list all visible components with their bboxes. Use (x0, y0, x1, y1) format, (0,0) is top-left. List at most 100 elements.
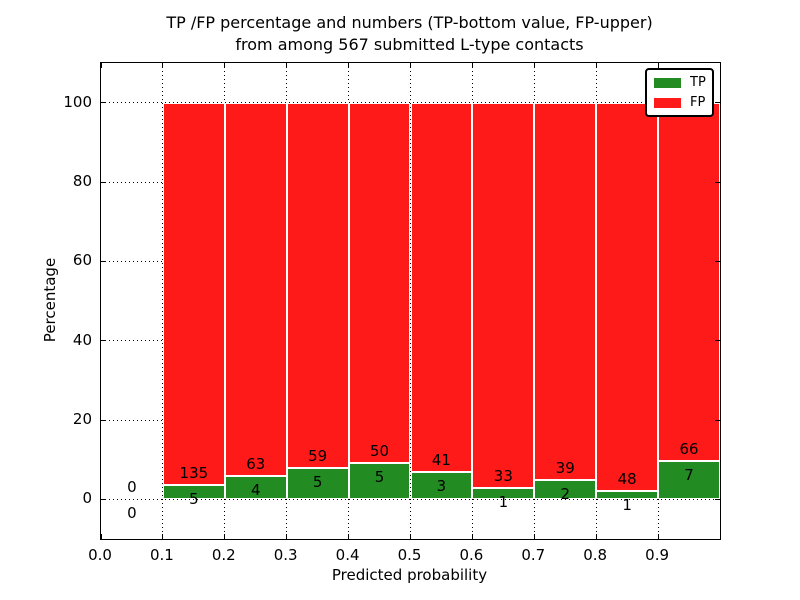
legend-item-tp: TP (654, 75, 706, 90)
x-tick-label: 0.2 (211, 546, 236, 564)
fp-count-label: 50 (370, 442, 390, 461)
y-tick-label: 80 (72, 172, 92, 190)
tp-count-label: 1 (622, 496, 632, 515)
x-tick-bottom (224, 534, 226, 539)
x-tick-bottom (100, 534, 102, 539)
x-tick-bottom (533, 534, 535, 539)
fp-count-label: 33 (493, 466, 513, 485)
bar-segment-fp (534, 102, 597, 480)
y-tick-right (715, 419, 720, 421)
x-axis-label: Predicted probability (331, 566, 488, 584)
bar-segment-tp (658, 461, 720, 500)
y-gridline (101, 498, 720, 500)
tp-count-label: 5 (374, 468, 385, 487)
fp-count-label: 63 (246, 454, 266, 473)
y-tick-right (715, 498, 720, 500)
x-tick-label: 0.8 (583, 546, 608, 564)
y-tick-left (101, 260, 106, 262)
x-tick-label: 0.0 (88, 546, 112, 564)
y-tick-right (715, 340, 720, 342)
bar-segment-fp (472, 102, 535, 488)
legend-label-fp: FP (690, 95, 706, 110)
fp-legend-swatch-icon (654, 97, 681, 108)
y-tick-label: 60 (72, 251, 92, 270)
x-tick-label: 0.9 (645, 546, 670, 564)
tp-count-label: 0 (127, 504, 137, 523)
x-tick-bottom (410, 534, 411, 539)
y-tick-label: 100 (63, 92, 92, 111)
x-tick-top (410, 63, 411, 68)
bar-segment-fp (286, 102, 349, 469)
x-tick-top (471, 63, 473, 68)
chart-title-line2: from among 567 submitted L-type contacts (235, 35, 584, 54)
tp-count-label: 5 (312, 473, 323, 492)
x-tick-top (657, 63, 659, 68)
y-tick-left (101, 419, 106, 421)
chart-title-line1: TP /FP percentage and numbers (TP-bottom… (166, 13, 653, 32)
bar-segment-fp (596, 102, 659, 492)
x-tick-label: 0.4 (335, 546, 360, 564)
bar-segment-tp (596, 491, 659, 500)
legend: TP FP (645, 68, 714, 117)
x-tick-label: 0.7 (521, 546, 546, 564)
bar-segment-tp (286, 468, 349, 500)
bar-segment-fp (658, 102, 720, 462)
bar-segment-tp (162, 485, 225, 500)
fp-count-label: 48 (617, 470, 637, 489)
x-tick-top (348, 63, 350, 68)
x-tick-top (595, 63, 597, 68)
legend-label-tp: TP (690, 75, 706, 90)
bar-segment-tp (534, 479, 597, 500)
bar-segment-tp (224, 475, 287, 500)
fp-count-label: 41 (431, 451, 451, 470)
fp-count-label: 0 (127, 478, 137, 497)
y-tick-right (715, 102, 720, 104)
x-tick-bottom (595, 534, 597, 539)
legend-item-fp: FP (654, 96, 705, 109)
tp-count-label: 5 (189, 490, 199, 509)
fp-count-label: 39 (555, 459, 575, 478)
x-tick-top (286, 63, 288, 68)
tp-count-label: 3 (436, 477, 447, 496)
x-tick-bottom (348, 534, 350, 539)
y-tick-label: 40 (72, 330, 92, 349)
y-tick-right (715, 260, 720, 262)
tp-legend-swatch-icon (654, 77, 681, 88)
x-tick-label: 0.5 (397, 546, 422, 564)
plot-area: TP FP 0 0 135 5 63 4 59 5 50 5 41 3 33 1 39 2 48 1 66 7 (100, 62, 721, 540)
x-tick-bottom (286, 534, 288, 539)
x-tick-bottom (162, 534, 164, 539)
chart-title: TP /FP percentage and numbers (TP-bottom… (100, 12, 719, 56)
y-tick-right (715, 181, 720, 183)
y-gridline (101, 102, 720, 104)
x-tick-top (100, 63, 102, 68)
x-tick-top (533, 63, 535, 68)
fp-count-label: 59 (308, 447, 328, 466)
x-tick-bottom (471, 534, 473, 539)
x-tick-bottom (657, 534, 659, 539)
tp-count-label: 1 (498, 492, 509, 511)
tp-count-label: 7 (684, 466, 694, 485)
tp-count-label: 4 (250, 480, 261, 499)
x-tick-label: 0.1 (149, 546, 174, 564)
x-tick-top (224, 63, 226, 68)
y-tick-left (101, 498, 106, 500)
bar-segment-fp (224, 102, 287, 476)
x-tick-top (162, 63, 164, 68)
bar-segment-fp (348, 102, 411, 464)
bar-segment-fp (162, 102, 225, 486)
bar-segment-tp (410, 472, 473, 500)
bar-segment-fp (410, 102, 473, 473)
y-tick-left (101, 340, 106, 342)
x-tick-label: 0.6 (459, 546, 484, 564)
tp-count-label: 2 (560, 484, 571, 503)
x-tick-label: 0.3 (273, 546, 298, 564)
bar-segment-tp (472, 487, 535, 500)
y-tick-left (101, 181, 106, 183)
bar-segment-tp (348, 463, 411, 500)
fp-count-label: 66 (679, 440, 699, 459)
y-tick-left (101, 102, 106, 104)
y-tick-label: 0 (82, 489, 92, 508)
fp-count-label: 135 (179, 464, 209, 483)
